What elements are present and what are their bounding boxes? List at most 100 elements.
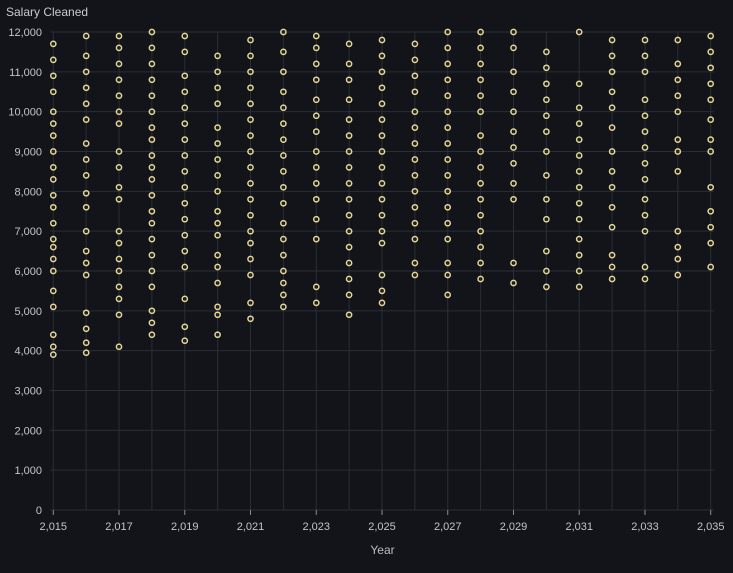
scatter-point [82,32,90,40]
scatter-point [707,207,715,215]
scatter-point [280,267,287,275]
scatter-point [115,164,123,171]
scatter-point [148,176,156,183]
scatter-point [411,187,419,195]
scatter-point [247,271,254,279]
x-tick-label: 2,029 [500,521,528,533]
scatter-point [411,219,419,227]
scatter-point [543,128,550,135]
scatter-point [543,247,550,255]
scatter-point [575,152,583,159]
scatter-point [280,168,287,175]
scatter-point [345,211,353,219]
y-tick-label: 2,000 [14,425,42,437]
scatter-point [477,76,484,84]
scatter-point [543,148,550,155]
scatter-point [115,239,123,247]
scatter-point [345,227,353,235]
scatter-point [148,136,156,143]
scatter-point [707,223,715,231]
scatter-point [115,32,123,40]
scatter-point [378,132,386,139]
scatter-point [115,227,123,235]
scatter-point [378,116,386,123]
scatter-point [312,128,320,135]
scatter-point [214,331,221,339]
scatter-point [148,235,156,243]
scatter-point [543,48,550,56]
scatter-point [214,303,221,311]
axes: 0 1,000 2,000 3,000 4,000 5,000 6,000 7,000 8,00… [8,27,724,533]
scatter-point [247,255,254,263]
scatter-point [181,136,189,143]
scatter-point [115,108,123,116]
scatter-point [181,104,189,112]
scatter-point [49,56,57,64]
scatter-point [148,92,156,100]
x-tick-label: 2,023 [302,521,330,533]
scatter-point [641,160,649,167]
scatter-point [247,36,254,44]
scatter-point [214,52,221,60]
scatter-point [674,92,682,100]
scatter-point [411,140,419,147]
scatter-point [477,28,484,36]
scatter-point [82,140,90,147]
scatter-point [214,311,221,319]
scatter-point [115,44,123,52]
scatter-point [280,251,287,259]
scatter-point [345,148,353,155]
scatter-point [707,116,715,123]
scatter-point [115,76,123,84]
scatter-point [477,259,484,267]
scatter-point [49,343,57,351]
scatter-point [477,211,484,219]
scatter-point [345,195,353,203]
scatter-point [247,148,254,155]
scatter-point [378,227,386,235]
scatter-point [444,259,452,267]
scatter-point [214,84,221,92]
scatter-point [674,108,682,116]
scatter-point [608,168,616,175]
scatter-point [345,259,353,267]
scatter-point [510,160,517,167]
scatter-point [280,104,287,112]
scatter-point [608,203,616,211]
scatter-point [148,307,156,315]
scatter-point [49,40,57,48]
scatter-point [115,267,123,275]
scatter-point [82,339,90,347]
scatter-point [477,275,484,283]
scatter-point [608,124,616,131]
scatter-point [247,116,254,123]
scatter-point [707,136,715,143]
scatter-point [444,44,452,52]
scatter-point [575,120,583,127]
scatter-point [181,247,189,255]
scatter-point [181,295,189,303]
scatter-point [115,295,123,303]
scatter-point [444,203,452,211]
scatter-point [82,259,90,267]
scatter-point [444,124,452,131]
scatter-point [378,299,386,307]
scatter-point [312,32,320,40]
scatter-point [280,183,287,191]
scatter-point [82,52,90,60]
scatter-point [378,180,386,187]
scatter-point [378,164,386,171]
scatter-point [641,227,649,235]
scatter-point [477,92,484,100]
scatter-point [247,132,254,139]
scatter-point [49,303,57,311]
scatter-point [510,108,517,116]
scatter-point [49,255,57,263]
scatter-point [214,100,221,108]
scatter-point [280,120,287,127]
scatter-point [444,291,452,299]
scatter-point [82,84,90,92]
scatter-point [280,68,287,76]
scatter-point [575,183,583,191]
